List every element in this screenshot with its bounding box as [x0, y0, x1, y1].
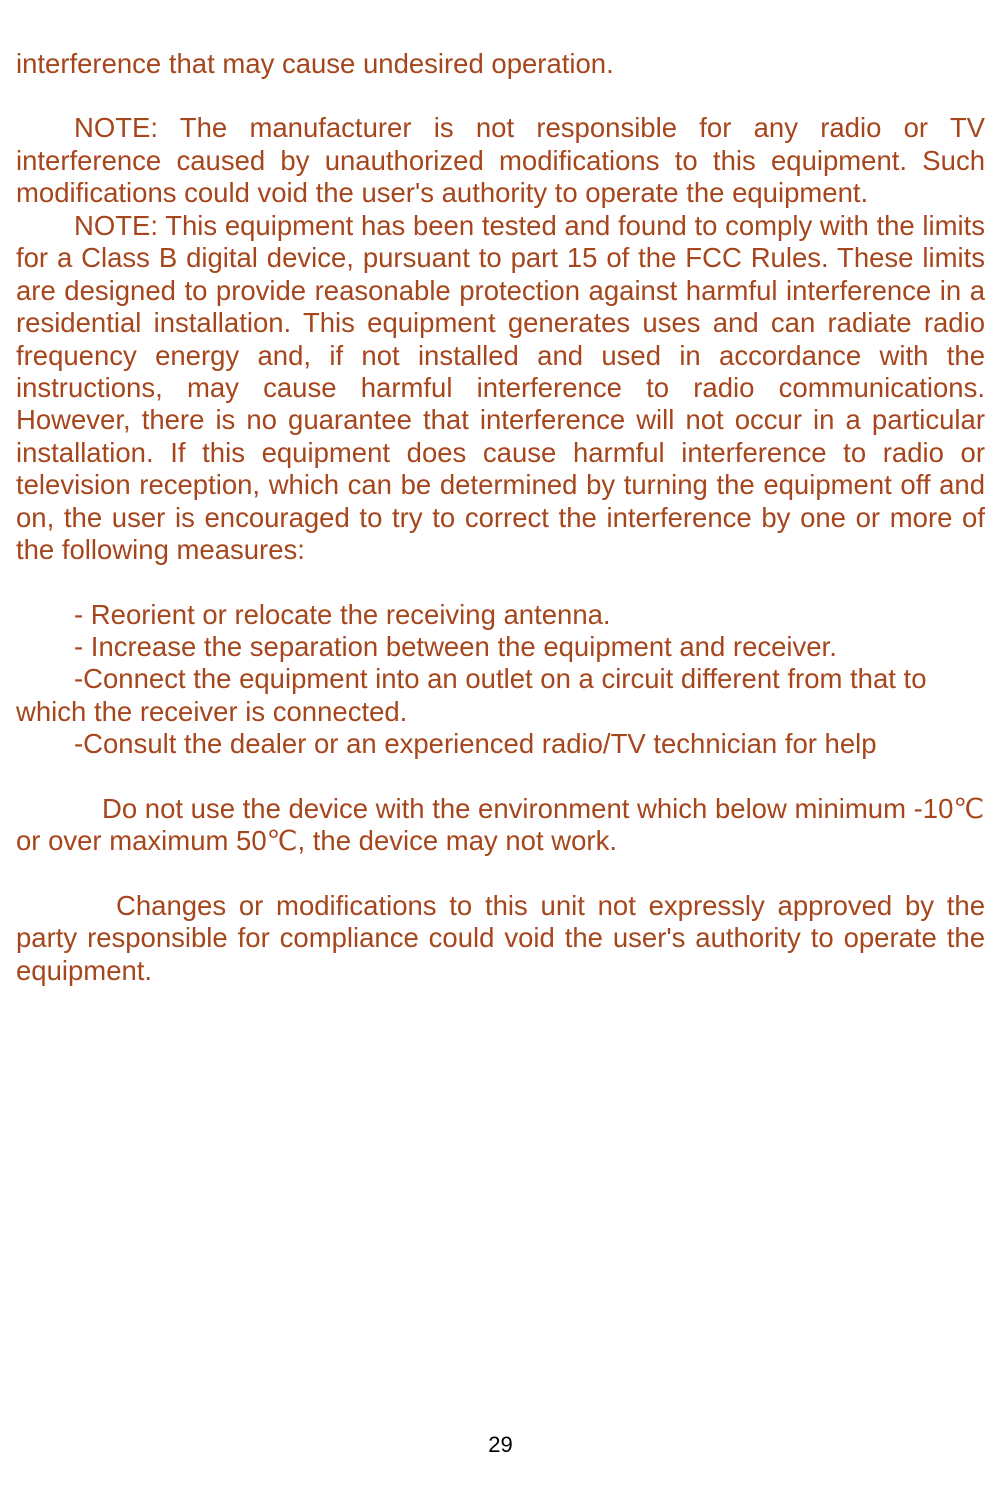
page-number: 29: [0, 1432, 1001, 1458]
environment-warning: Do not use the device with the environme…: [16, 793, 985, 858]
document-page: interference that may cause undesired op…: [0, 0, 1001, 987]
note-manufacturer: NOTE: The manufacturer is not responsibl…: [16, 112, 985, 209]
modifications-warning: Changes or modifications to this unit no…: [16, 890, 985, 987]
measure-item-3: -Connect the equipment into an outlet on…: [16, 663, 985, 728]
measure-item-2: - Increase the separation between the eq…: [16, 631, 985, 663]
note-fcc-class-b: NOTE: This equipment has been tested and…: [16, 210, 985, 567]
continuation-line: interference that may cause undesired op…: [16, 48, 985, 80]
measure-item-1: - Reorient or relocate the receiving ant…: [16, 599, 985, 631]
measures-list: - Reorient or relocate the receiving ant…: [16, 599, 985, 761]
measure-item-4: -Consult the dealer or an experienced ra…: [16, 728, 985, 760]
